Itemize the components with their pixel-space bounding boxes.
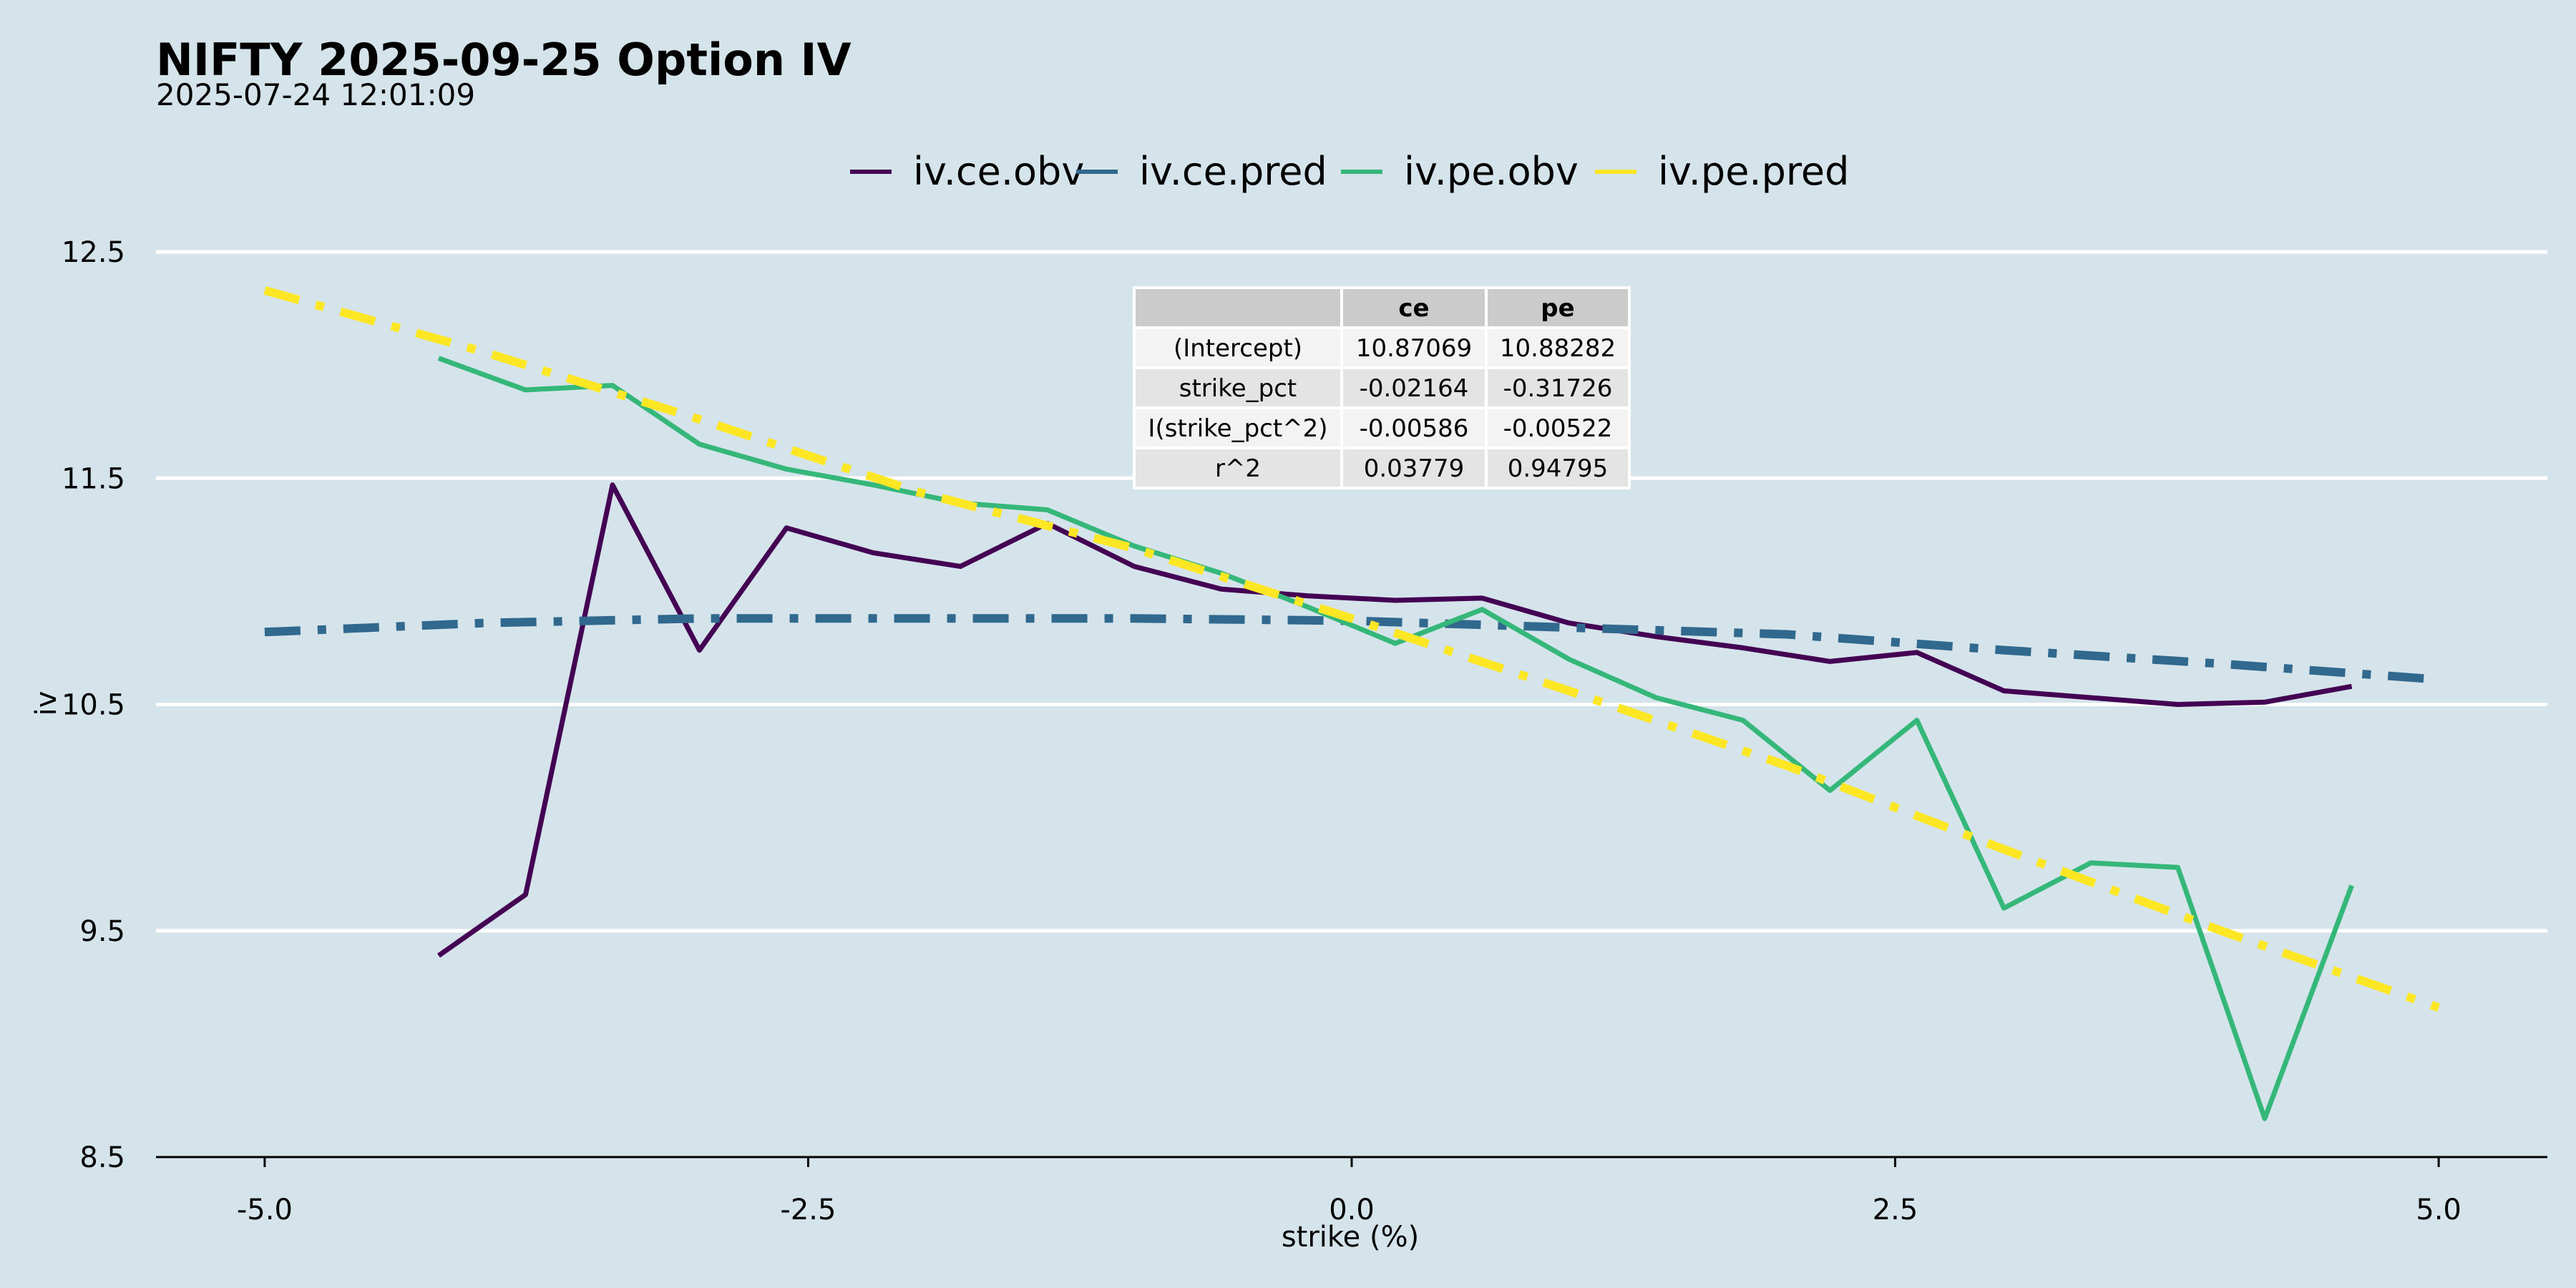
table-cell-text: -0.02164: [1360, 374, 1469, 403]
y-tick-label: 8.5: [79, 1141, 125, 1174]
legend-label: iv.pe.obv: [1404, 149, 1579, 194]
y-tick-label: 11.5: [62, 462, 125, 495]
table-cell: [1133, 366, 1343, 409]
legend: iv.ce.obv iv.ce.pred iv.pe.obv iv.pe.pred: [850, 149, 1849, 194]
table-cell: [1485, 447, 1631, 489]
x-tick-label: 0.0: [1329, 1194, 1375, 1226]
y-tick-label: 12.5: [62, 236, 125, 269]
table-cell-text: 10.88282: [1500, 334, 1616, 363]
x-tick-label: 5.0: [2416, 1194, 2462, 1226]
table-header-text: ce: [1398, 294, 1429, 323]
y-axis-label: iv: [30, 691, 63, 716]
x-tick-label: 2.5: [1873, 1194, 1918, 1226]
table-cell-text: 0.94795: [1508, 454, 1609, 483]
series-line-iv-pe-pred: [263, 286, 2441, 1012]
table-header-cell: [1133, 286, 1343, 329]
table-cell-text: I(strike_pct^2): [1148, 414, 1327, 443]
legend-label: iv.ce.pred: [1139, 149, 1327, 194]
table-cell-text: -0.00586: [1360, 414, 1469, 443]
table-cell-text: r^2: [1215, 454, 1261, 483]
chart-subtitle: 2025-07-24 12:01:09: [156, 77, 475, 112]
table-cell-text: 0.03779: [1364, 454, 1465, 483]
table-cell-text: strike_pct: [1179, 374, 1297, 403]
legend-label: iv.ce.obv: [913, 149, 1084, 194]
table-cell: [1340, 447, 1488, 489]
series-line-iv-pe-obv: [437, 356, 2354, 1121]
table-cell: [1485, 366, 1631, 409]
x-tick-label: -5.0: [237, 1194, 293, 1226]
table-cell: [1485, 326, 1631, 369]
table-cell-text: (Intercept): [1174, 334, 1302, 363]
series-line-iv-ce-obv: [436, 482, 2353, 958]
table-cell-text: 10.87069: [1356, 334, 1472, 363]
series-line-iv-ce-pred: [264, 614, 2439, 684]
legend-label: iv.pe.pred: [1658, 149, 1849, 194]
axes: 8.5 9.5 10.5 11.5 12.5 -5.0 -2.5 0.0 2.5 5.0: [62, 236, 2547, 1226]
table-cell-text: -0.31726: [1503, 374, 1613, 403]
table-cell-text: -0.00522: [1503, 414, 1613, 443]
y-tick-label: 10.5: [62, 689, 125, 722]
series-lines: [263, 286, 2441, 1121]
table-header-cell: [1485, 286, 1631, 329]
x-axis-label: strike (%): [1282, 1221, 1419, 1254]
x-tick-label: -2.5: [780, 1194, 836, 1226]
table-cell: [1485, 406, 1631, 449]
table-cell: [1133, 447, 1343, 489]
regression-table: ce pe (Intercept) 10.87069 10.88282 strike_pc…: [1133, 286, 1631, 489]
y-tick-label: 9.5: [79, 915, 125, 948]
chart-title: NIFTY 2025-09-25 Option IV: [156, 34, 852, 86]
table-header-text: pe: [1541, 294, 1574, 323]
